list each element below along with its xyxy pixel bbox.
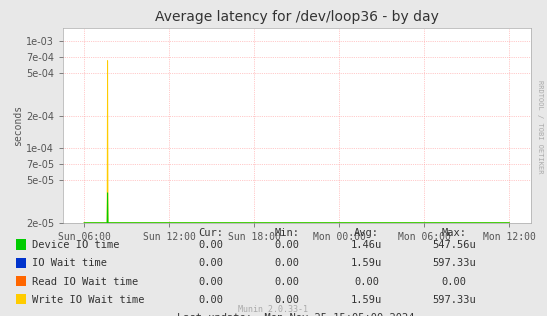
- Text: 597.33u: 597.33u: [432, 295, 476, 305]
- Text: 1.46u: 1.46u: [351, 240, 382, 250]
- Text: 0.00: 0.00: [198, 295, 223, 305]
- Title: Average latency for /dev/loop36 - by day: Average latency for /dev/loop36 - by day: [155, 10, 439, 25]
- Text: Last update:  Mon Nov 25 15:05:00 2024: Last update: Mon Nov 25 15:05:00 2024: [177, 313, 414, 316]
- Text: 0.00: 0.00: [275, 276, 300, 287]
- Text: Max:: Max:: [441, 228, 467, 238]
- Text: 1.59u: 1.59u: [351, 295, 382, 305]
- Text: Device IO time: Device IO time: [32, 240, 120, 250]
- Text: Munin 2.0.33-1: Munin 2.0.33-1: [238, 306, 309, 314]
- Text: 0.00: 0.00: [275, 295, 300, 305]
- Text: IO Wait time: IO Wait time: [32, 258, 107, 268]
- Text: RRDTOOL / TOBI OETIKER: RRDTOOL / TOBI OETIKER: [537, 80, 543, 173]
- Text: 0.00: 0.00: [275, 258, 300, 268]
- Text: 0.00: 0.00: [275, 240, 300, 250]
- Text: Cur:: Cur:: [198, 228, 223, 238]
- Text: Avg:: Avg:: [354, 228, 379, 238]
- Text: 547.56u: 547.56u: [432, 240, 476, 250]
- Text: Read IO Wait time: Read IO Wait time: [32, 276, 138, 287]
- Text: 0.00: 0.00: [354, 276, 379, 287]
- Text: 0.00: 0.00: [198, 240, 223, 250]
- Text: Min:: Min:: [275, 228, 300, 238]
- Text: 0.00: 0.00: [198, 276, 223, 287]
- Text: 597.33u: 597.33u: [432, 258, 476, 268]
- Text: 1.59u: 1.59u: [351, 258, 382, 268]
- Y-axis label: seconds: seconds: [13, 105, 23, 146]
- Text: Write IO Wait time: Write IO Wait time: [32, 295, 145, 305]
- Text: 0.00: 0.00: [441, 276, 467, 287]
- Text: 0.00: 0.00: [198, 258, 223, 268]
